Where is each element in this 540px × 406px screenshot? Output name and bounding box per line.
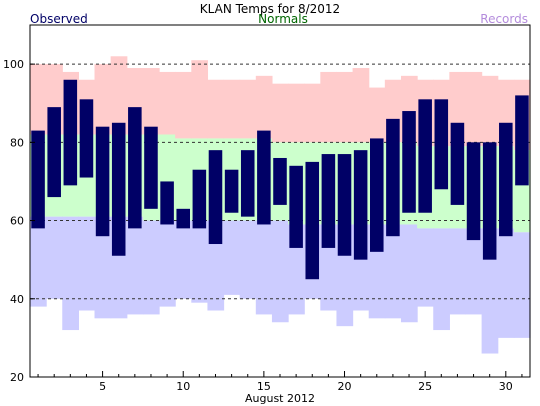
record-high-band [207, 79, 225, 139]
legend-observed: Observed [30, 12, 88, 26]
observed-bar [128, 107, 142, 229]
record-high-band [175, 71, 192, 139]
observed-bars-layer [31, 79, 529, 280]
observed-bar [418, 99, 432, 213]
observed-bar [47, 107, 61, 198]
record-high-band [336, 71, 354, 143]
y-tick-label: 40 [10, 293, 24, 306]
record-high-band [320, 71, 338, 143]
record-low-band [191, 220, 209, 303]
observed-bar [257, 130, 271, 225]
record-low-band [255, 220, 273, 315]
record-low-band [400, 224, 418, 323]
record-high-band [223, 79, 241, 139]
record-low-band [417, 228, 434, 307]
record-high-band [110, 56, 128, 135]
observed-bar [450, 122, 465, 205]
observed-bar [95, 126, 110, 237]
record-low-band [46, 216, 63, 299]
x-tick-label: 5 [99, 380, 106, 393]
x-axis-label: August 2012 [245, 392, 315, 405]
observed-bar [144, 126, 158, 209]
record-low-band [175, 220, 192, 299]
record-low-band [497, 228, 515, 338]
record-low-band [223, 220, 241, 295]
observed-bar [224, 169, 239, 213]
record-high-band [255, 75, 273, 139]
record-high-band [191, 60, 209, 139]
observed-bar [499, 122, 513, 237]
observed-bar [63, 79, 78, 186]
observed-bar [434, 99, 449, 190]
record-low-band [62, 216, 79, 331]
record-low-band [513, 232, 531, 338]
record-low-band [142, 220, 160, 315]
observed-bar [402, 111, 416, 213]
observed-bar [111, 122, 126, 256]
x-tick-label: 10 [176, 380, 190, 393]
record-high-band [481, 75, 499, 147]
record-high-band [352, 68, 370, 143]
observed-bar [240, 150, 255, 217]
observed-bar [79, 99, 94, 178]
record-high-band [288, 83, 305, 143]
observed-bar [289, 165, 303, 248]
record-low-band [465, 228, 483, 315]
chart-title: KLAN Temps for 8/2012 [200, 2, 340, 16]
record-high-band [159, 71, 176, 135]
record-low-band [239, 220, 257, 299]
y-tick-label: 100 [3, 58, 24, 71]
record-low-band [433, 228, 450, 331]
y-tick-label: 20 [10, 371, 24, 384]
legend-normals: Normals [258, 12, 308, 26]
record-low-band [384, 224, 402, 319]
record-high-band [271, 83, 289, 143]
observed-bar [192, 169, 207, 229]
record-low-band [30, 216, 47, 307]
normal-band [175, 138, 192, 221]
observed-bar [321, 154, 336, 248]
record-low-band [449, 228, 467, 315]
observed-bar [31, 130, 45, 229]
legend-records: Records [480, 12, 528, 26]
record-high-band [142, 68, 160, 135]
observed-bar [160, 181, 174, 225]
x-tick-label: 30 [499, 380, 513, 393]
record-high-band [304, 83, 321, 143]
record-low-band [126, 216, 144, 315]
observed-bar [337, 154, 352, 256]
axis-ticks-layer: 20 40 60 80 100 5 10 15 20 25 30 [3, 58, 523, 393]
observed-bar [386, 118, 400, 237]
record-low-band [159, 220, 176, 307]
observed-bar [208, 150, 223, 245]
observed-bar [466, 142, 481, 241]
observed-bar [305, 161, 320, 280]
x-tick-label: 20 [338, 380, 352, 393]
record-high-band [30, 64, 47, 135]
observed-bar [176, 208, 190, 229]
record-high-band [94, 64, 112, 135]
record-low-band [78, 216, 96, 311]
record-high-band [465, 71, 483, 147]
record-low-band [271, 220, 289, 323]
observed-bar [353, 150, 368, 260]
record-high-band [368, 87, 386, 143]
observed-bar [515, 95, 529, 186]
x-tick-label: 25 [418, 380, 432, 393]
y-tick-label: 80 [10, 136, 24, 149]
observed-bar [273, 157, 287, 205]
record-low-band [94, 216, 112, 319]
observed-bar [482, 142, 497, 260]
observed-bar [370, 138, 384, 252]
x-tick-label: 15 [257, 380, 271, 393]
y-tick-label: 60 [10, 215, 24, 228]
record-high-band [239, 79, 257, 139]
